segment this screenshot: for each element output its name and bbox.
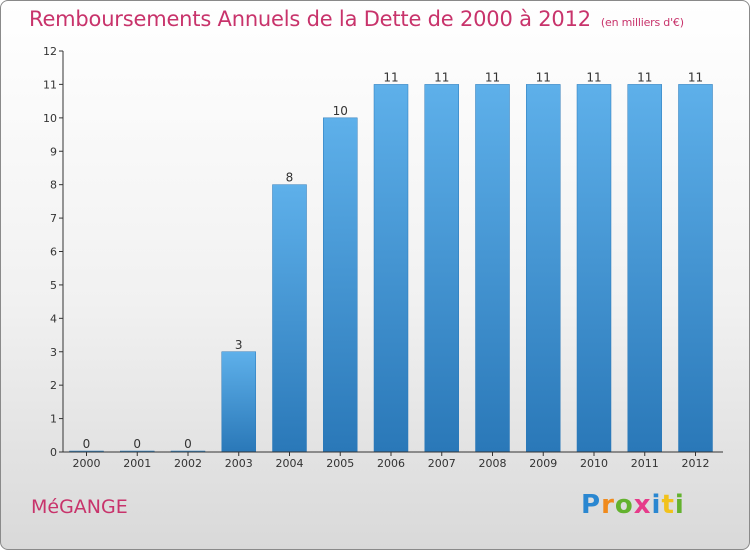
bar-value-label: 11 (485, 70, 500, 84)
bar-value-label: 3 (235, 338, 243, 352)
bar (373, 84, 409, 453)
bar-value-label: 0 (184, 437, 192, 451)
logo-letter: r (601, 490, 615, 520)
bar (323, 117, 358, 453)
x-axis: 2000 2001 2002 2003 2004 2005 2006 2007 2008 2009… (63, 451, 723, 470)
y-tick-label: 5 (50, 279, 57, 292)
x-tick-label: 2000 (73, 457, 101, 470)
x-tick-label: 2005 (326, 457, 354, 470)
x-tick-label: 2004 (276, 457, 304, 470)
bar (576, 84, 612, 453)
x-tick-label: 2012 (682, 457, 710, 470)
bar-value-label: 0 (83, 437, 91, 451)
bar-value-label: 0 (133, 437, 141, 451)
bar (627, 84, 662, 453)
x-tick-label: 2007 (428, 457, 456, 470)
x-tick-label: 2001 (123, 457, 151, 470)
y-tick-label: 1 (50, 413, 57, 426)
bar-value-label: 11 (688, 70, 703, 84)
commune-name: MéGANGE (31, 496, 128, 518)
logo-letter: o (614, 490, 634, 520)
x-tick-label: 2011 (631, 457, 659, 470)
bar-value-label: 8 (286, 171, 294, 185)
x-tick-label: 2008 (479, 457, 507, 470)
y-tick-label: 10 (43, 112, 57, 125)
logo-letter: i (651, 490, 662, 520)
x-tick-label: 2010 (580, 457, 608, 470)
chart-unit: (en milliers d'€) (600, 16, 684, 29)
y-tick-label: 6 (50, 246, 57, 259)
y-tick-label: 3 (50, 346, 57, 359)
y-tick-label: 9 (50, 145, 57, 158)
y-tick-label: 12 (43, 45, 57, 58)
proxiti-logo: Proxiti (581, 490, 685, 520)
bar-value-label: 11 (586, 70, 601, 84)
bars: 0 0 0 3 8 10 11 11 11 11 11 11 11 (69, 70, 713, 453)
bar (678, 84, 713, 453)
x-tick-label: 2006 (377, 457, 405, 470)
y-tick-label: 7 (50, 212, 57, 225)
bar-value-label: 11 (434, 70, 449, 84)
bar (424, 84, 459, 453)
logo-letter: t (661, 490, 675, 520)
bar (526, 84, 561, 453)
bar-value-label: 11 (536, 70, 551, 84)
y-tick-label: 8 (50, 179, 57, 192)
y-tick-label: 4 (50, 312, 57, 325)
logo-letter: i (674, 490, 685, 520)
y-tick-label: 0 (50, 446, 57, 459)
bar (475, 84, 510, 453)
logo-letter: x (633, 490, 652, 520)
bar (272, 184, 307, 453)
bar-value-label: 11 (637, 70, 652, 84)
bar (221, 351, 256, 453)
x-tick-label: 2003 (225, 457, 253, 470)
bar-value-label: 11 (383, 70, 398, 84)
y-tick-label: 11 (43, 78, 57, 91)
x-tick-label: 2002 (174, 457, 202, 470)
bar-value-label: 10 (333, 104, 348, 118)
chart-title-text: Remboursements Annuels de la Dette de 20… (29, 7, 591, 31)
x-tick-label: 2009 (529, 457, 557, 470)
chart-title: Remboursements Annuels de la Dette de 20… (29, 7, 684, 31)
y-tick-label: 2 (50, 379, 57, 392)
logo-letter: P (581, 490, 602, 520)
